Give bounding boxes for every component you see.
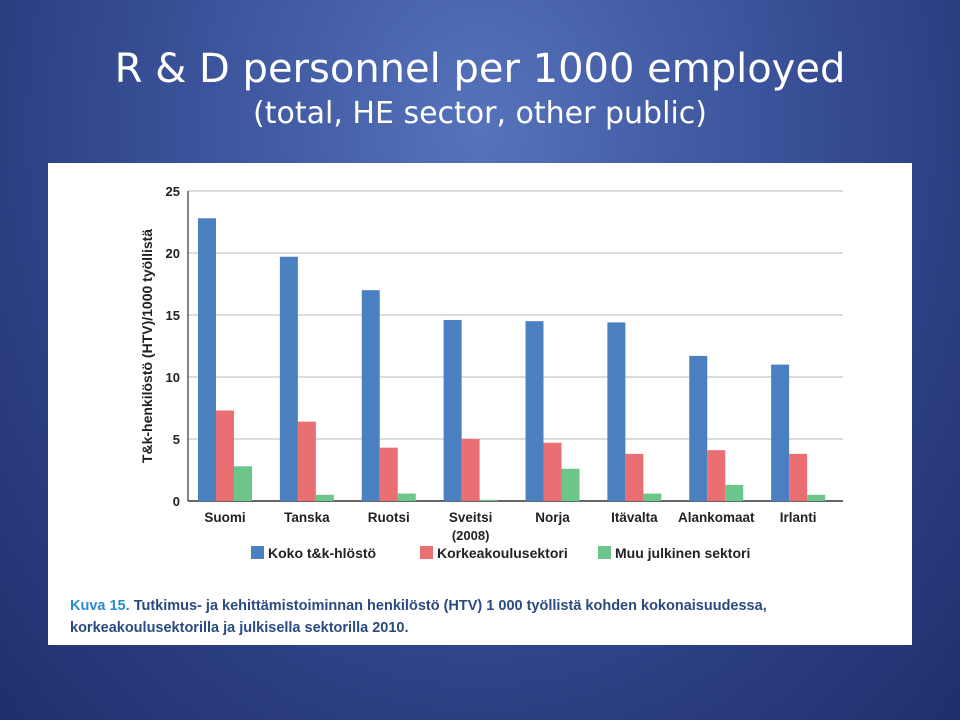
bar-ruotsi-series-3 <box>397 493 416 501</box>
bar-tanska-series-1 <box>279 256 298 501</box>
bar-sveitsi-series-2 <box>461 439 480 501</box>
bar-irlanti-series-2 <box>789 453 808 501</box>
y-tick-label: 5 <box>173 432 180 447</box>
bar-irlanti-series-3 <box>807 494 826 501</box>
bar-suomi-series-3 <box>234 466 252 501</box>
bar-alankomaat-series-2 <box>707 450 726 501</box>
bar-itävalta-series-2 <box>625 453 644 501</box>
x-tick-label: Alankomaat <box>678 510 755 525</box>
bar-suomi-series-2 <box>216 410 234 501</box>
legend-label: Koko t&k-hlöstö <box>268 545 376 561</box>
bar-norja-series-2 <box>543 442 562 501</box>
x-tick-label: Itävalta <box>611 510 658 525</box>
y-tick-label: 0 <box>173 494 180 509</box>
figure-caption: Kuva 15. Tutkimus- ja kehittämistoiminna… <box>70 595 900 639</box>
bar-itävalta-series-3 <box>643 493 662 501</box>
chart-panel: 0 5 10 15 20 25 Suomi Tanska Ruotsi Sveitsi (2008)… <box>48 163 912 645</box>
y-tick-label: 15 <box>166 308 180 323</box>
x-tick-label: Suomi <box>204 510 245 525</box>
bar-sveitsi-series-1 <box>443 319 462 501</box>
x-tick-label: Tanska <box>284 510 330 525</box>
x-tick-label: Norja <box>535 510 570 525</box>
bar-alankomaat-series-3 <box>725 484 744 501</box>
legend-label: Muu julkinen sektori <box>615 545 750 561</box>
x-tick-label: Ruotsi <box>368 510 410 525</box>
caption-label: Kuva 15. <box>70 598 130 614</box>
legend-swatch <box>251 546 264 559</box>
x-tick-label: Irlanti <box>780 510 817 525</box>
bar-suomi-series-1 <box>198 218 216 501</box>
bar-itävalta-series-1 <box>607 322 626 501</box>
legend-swatch <box>598 546 611 559</box>
bar-chart: 0 5 10 15 20 25 Suomi Tanska Ruotsi Sveitsi (2008)… <box>139 184 843 561</box>
y-axis-label: T&k-henkilöstö (HTV)/1000 työllistä <box>139 229 155 463</box>
slide-title: R & D personnel per 1000 employed <box>114 46 846 92</box>
legend-swatch <box>420 546 433 559</box>
bar-tanska-series-3 <box>315 494 334 501</box>
caption-text: Tutkimus- ja kehittämistoiminnan henkilö… <box>70 598 767 636</box>
x-tick-label: Sveitsi <box>449 510 493 525</box>
bar-ruotsi-series-2 <box>379 447 398 501</box>
bar-norja-series-3 <box>561 468 580 501</box>
y-tick-label: 25 <box>166 184 180 199</box>
bar-irlanti-series-1 <box>771 364 790 501</box>
bar-sveitsi-series-3 <box>479 499 498 501</box>
x-tick-note: (2008) <box>452 528 490 543</box>
y-tick-label: 20 <box>166 246 180 261</box>
bar-norja-series-1 <box>525 321 544 501</box>
slide-subtitle: (total, HE sector, other public) <box>253 96 707 131</box>
bar-alankomaat-series-1 <box>689 355 708 501</box>
bar-ruotsi-series-1 <box>361 290 380 501</box>
bar-tanska-series-2 <box>297 421 316 501</box>
legend-label: Korkeakoulusektori <box>437 545 568 561</box>
y-tick-label: 10 <box>166 370 180 385</box>
